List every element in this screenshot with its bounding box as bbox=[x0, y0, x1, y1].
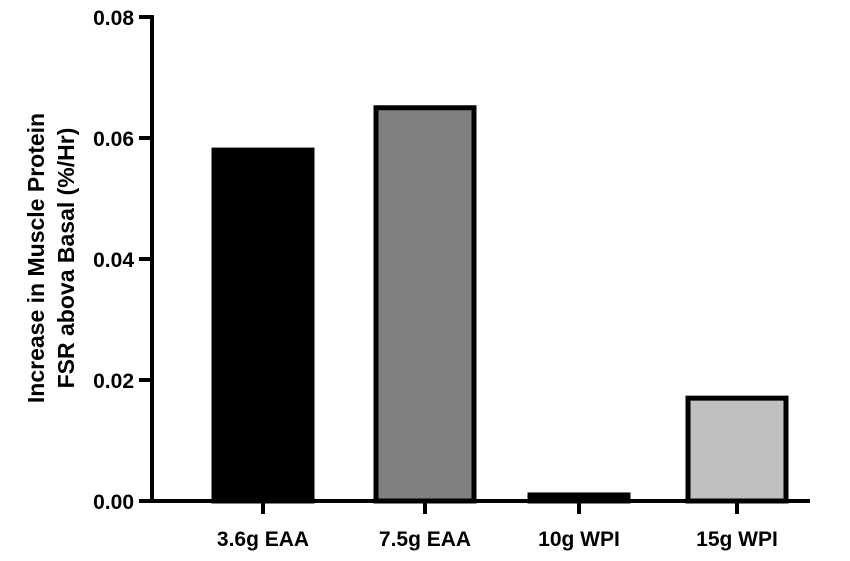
y-tick-label: 0.02 bbox=[93, 370, 134, 393]
x-tick-label: 7.5g EAA bbox=[379, 528, 471, 551]
y-axis-title-line-1: Increase in Muscle Protein bbox=[23, 113, 49, 403]
x-tick-label: 15g WPI bbox=[696, 528, 778, 551]
bar-7-5g-eaa bbox=[373, 105, 477, 504]
y-ticks: 0.00 0.02 0.04 0.06 0.08 bbox=[93, 7, 152, 514]
y-tick-label: 0.06 bbox=[93, 128, 134, 151]
bar-15g-wpi bbox=[685, 395, 789, 504]
y-tick-label: 0.00 bbox=[93, 491, 134, 514]
y-tick-label: 0.04 bbox=[93, 249, 134, 272]
x-tick-label: 10g WPI bbox=[538, 528, 620, 551]
y-axis-title: Increase in Muscle Protein FSR abova Bas… bbox=[23, 113, 79, 403]
x-tick-label: 3.6g EAA bbox=[217, 528, 309, 551]
y-axis-title-line-2: FSR abova Basal (%/Hr) bbox=[53, 128, 79, 389]
bar-3-6g-eaa bbox=[211, 147, 315, 504]
x-tick-labels: 3.6g EAA 7.5g EAA 10g WPI 15g WPI bbox=[217, 501, 778, 551]
y-tick-label: 0.08 bbox=[93, 7, 134, 30]
bars bbox=[211, 105, 789, 504]
